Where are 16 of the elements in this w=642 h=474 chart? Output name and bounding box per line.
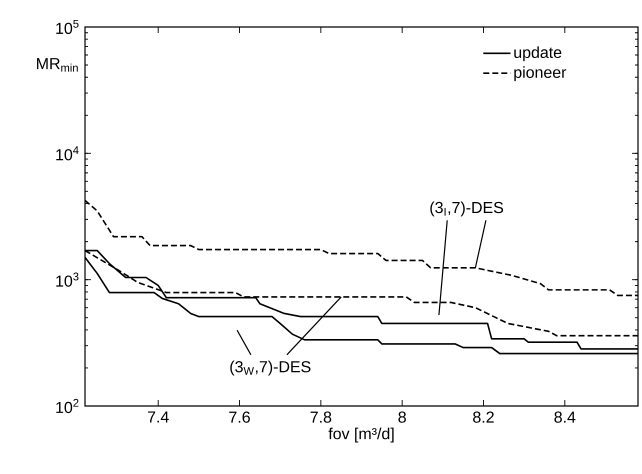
x-tick-label: 7.8: [310, 412, 332, 423]
annotation: (3$_{I}$,7)-DES: [430, 201, 504, 216]
y-axis-title: MR$_{min}$: [37, 58, 78, 72]
y-tick-label: 10$^{5}$: [56, 20, 79, 34]
x-axis-title: fov [m³/d]: [328, 428, 394, 442]
x-tick-label: 8: [398, 412, 406, 423]
annotation: (3$_{W}$,7)-DES: [230, 360, 310, 376]
x-tick-label: 8.4: [554, 412, 576, 423]
y-tick-label: 10$^{2}$: [56, 398, 78, 414]
x-tick-label: 7.4: [148, 411, 169, 422]
y-tick-label: 10$^{3}$: [56, 272, 79, 287]
y-tick-label: 10$^{4}$: [56, 146, 79, 160]
legend-label: pioneer: [514, 66, 566, 82]
x-tick-label: 8.2: [473, 412, 494, 423]
x-tick-label: 7.6: [229, 412, 250, 423]
legend-label: update: [514, 46, 562, 62]
